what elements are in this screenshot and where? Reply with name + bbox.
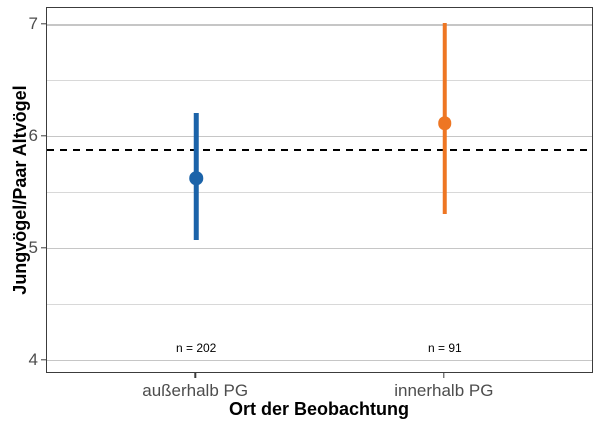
n-annotation: n = 91 [427,341,462,356]
mean-point [189,171,203,185]
y-tick-label: 5 [28,237,38,257]
y-tick-label: 7 [28,13,38,33]
x-tick-mark [443,373,445,378]
y-tick-mark [41,246,46,249]
x-tick-label: innerhalb PG [394,381,494,400]
y-tick-mark [41,135,46,137]
y-major-gridline [47,359,592,362]
y-tick-mark [41,23,46,25]
y-major-gridline [47,247,592,250]
y-minor-gridline [47,80,592,82]
y-major-gridline [47,24,592,26]
y-axis-title: Jungvögel/Paar Altvögel [10,85,30,295]
y-minor-gridline [47,192,592,194]
reference-line [47,149,592,152]
n-annotation: n = 202 [175,341,217,356]
y-tick-mark [41,358,46,361]
plot-panel: n = 202 n = 91 [46,7,593,373]
y-tick-label: 4 [28,349,38,369]
y-minor-gridline [47,304,592,306]
y-major-gridline [47,135,592,138]
x-axis-title: Ort der Beobachtung [228,399,410,419]
x-tick-label: außerhalb PG [142,381,249,400]
mean-point [438,116,452,131]
x-tick-mark [194,373,196,378]
y-tick-label: 6 [28,125,38,145]
